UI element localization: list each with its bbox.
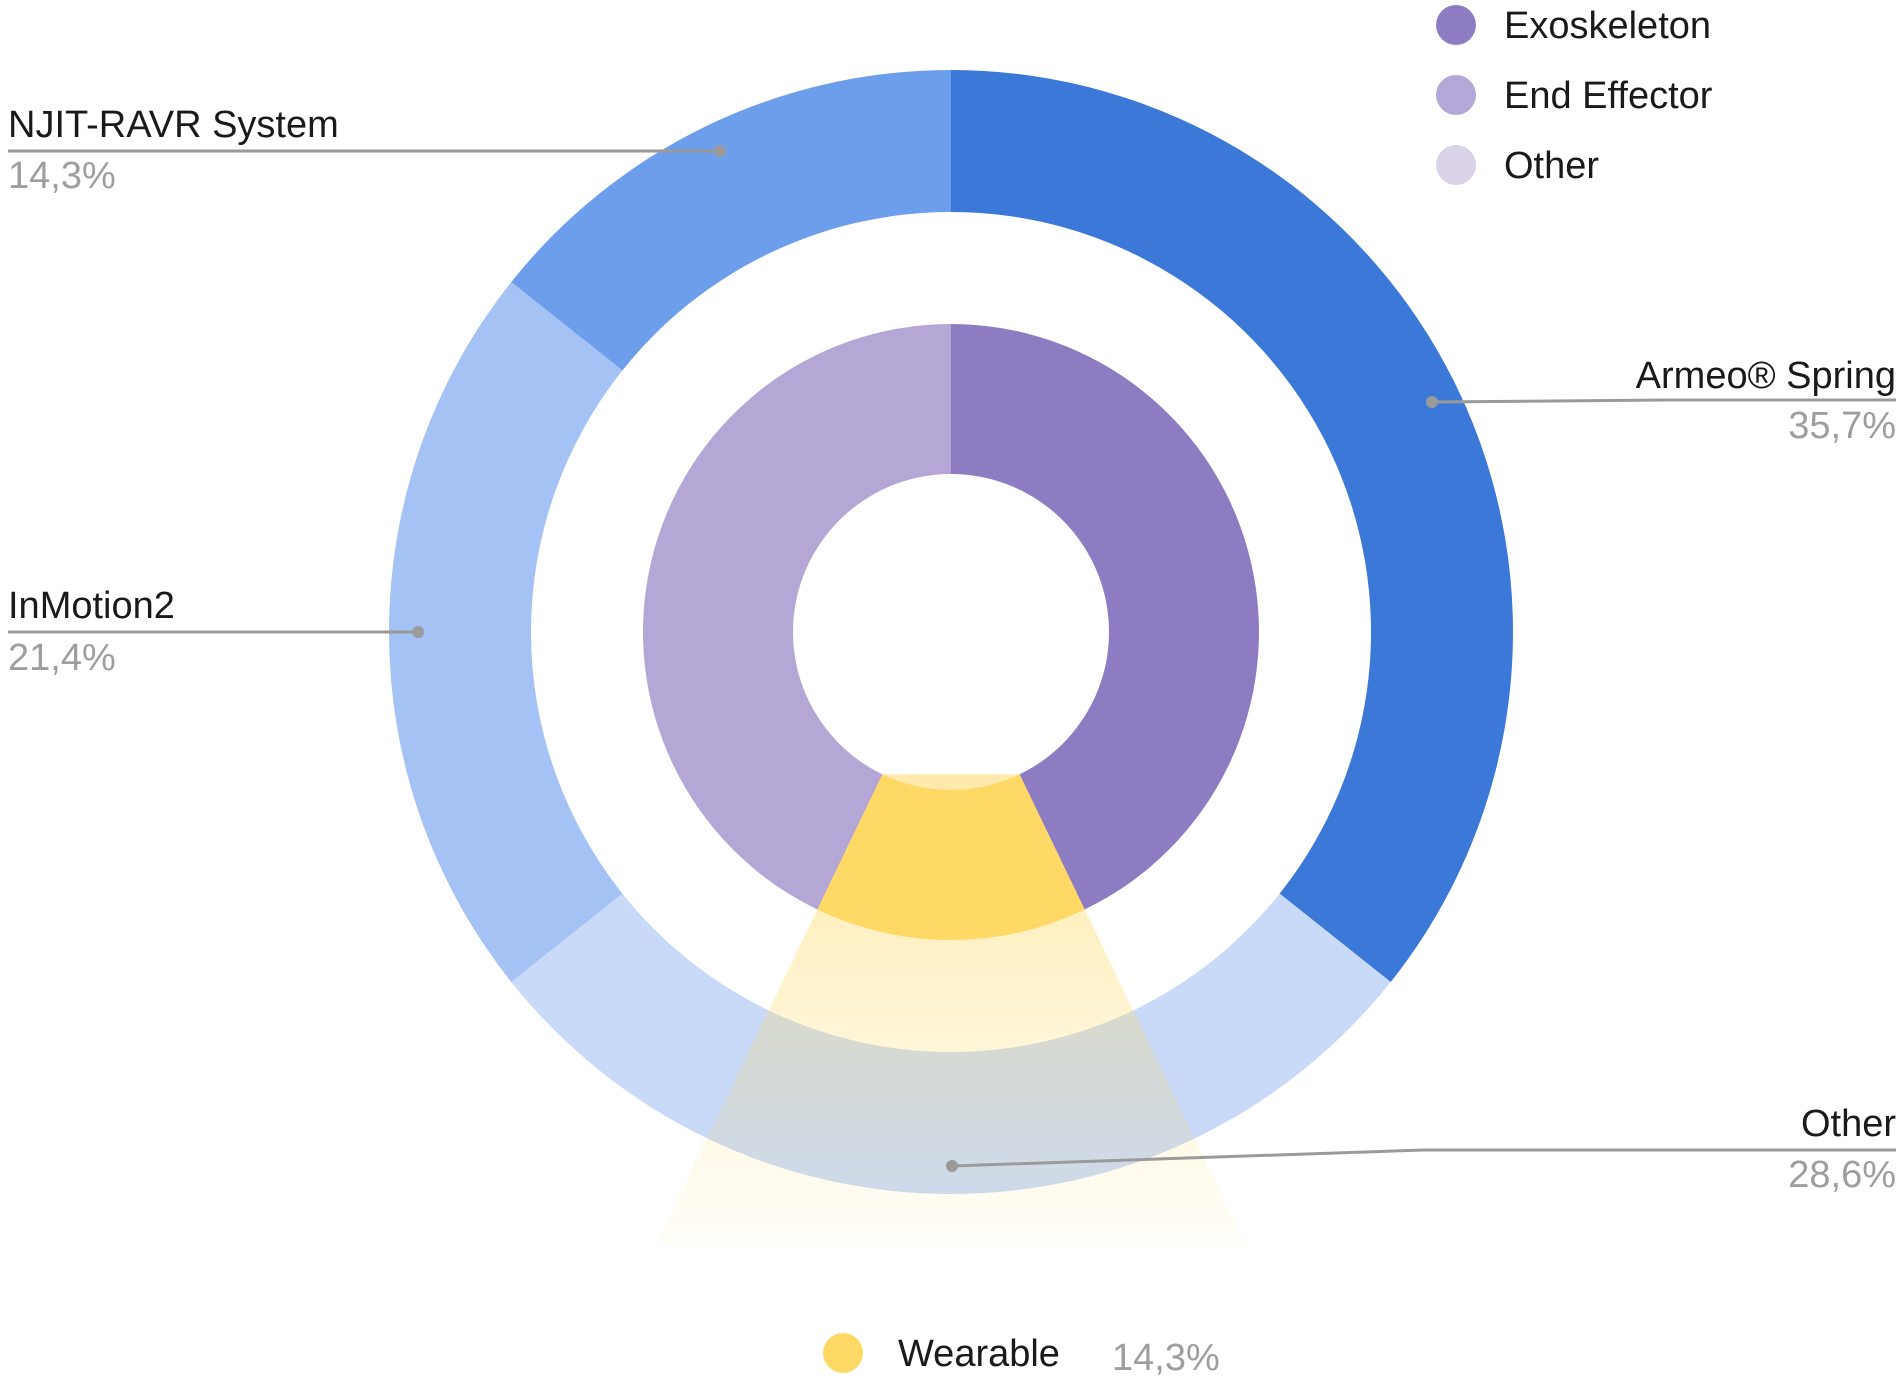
legend-swatch-other [1436, 145, 1476, 185]
inner-slice-end-effector [643, 324, 951, 910]
highlight-legend-label: Wearable [898, 1333, 1060, 1375]
leader-dot-njit-ravr-system [714, 145, 726, 157]
legend-label-exoskeleton: Exoskeleton [1504, 5, 1711, 47]
slice-percent-njit-ravr-system: 14,3% [8, 155, 116, 197]
leader-dot-other [946, 1160, 958, 1172]
highlight-legend-swatch [823, 1333, 863, 1373]
highlight-layer [655, 774, 1247, 1245]
legend: Exoskeleton End Effector Other [1436, 5, 1713, 187]
leader-dot-armeo-spring [1426, 396, 1438, 408]
slice-label-inmotion2: InMotion2 [8, 585, 175, 627]
legend-swatch-end-effector [1436, 75, 1476, 115]
leader-line-armeo-spring [1431, 398, 1896, 404]
outer-slice-njit-ravr-system [511, 69, 951, 371]
slice-label-njit-ravr-system: NJIT-RAVR System [8, 104, 339, 146]
slice-percent-inmotion2: 21,4% [8, 637, 116, 679]
slice-label-armeo-spring: Armeo® Spring [1636, 355, 1896, 397]
legend-label-end-effector: End Effector [1504, 75, 1713, 117]
callouts: Armeo® Spring 35,7% Other 28,6% InMotion2 21,… [8, 104, 1896, 1196]
leader-line-other [951, 1148, 1896, 1168]
wearable-highlight-slice [817, 774, 1085, 941]
highlight-legend: Wearable 14,3% [823, 1333, 1220, 1379]
legend-swatch-exoskeleton [1436, 5, 1476, 45]
outer-slice-armeo-spring [951, 70, 1513, 983]
inner-slice-exoskeleton [951, 324, 1259, 910]
slice-label-other: Other [1801, 1103, 1896, 1145]
wearable-highlight-fan [655, 774, 1247, 1245]
slice-percent-other: 28,6% [1788, 1154, 1896, 1196]
slice-percent-armeo-spring: 35,7% [1788, 405, 1896, 447]
highlight-legend-percent: 14,3% [1112, 1337, 1220, 1379]
outer-slice-inmotion2 [388, 281, 623, 983]
legend-label-other: Other [1504, 145, 1599, 187]
leader-dot-inmotion2 [412, 626, 424, 638]
